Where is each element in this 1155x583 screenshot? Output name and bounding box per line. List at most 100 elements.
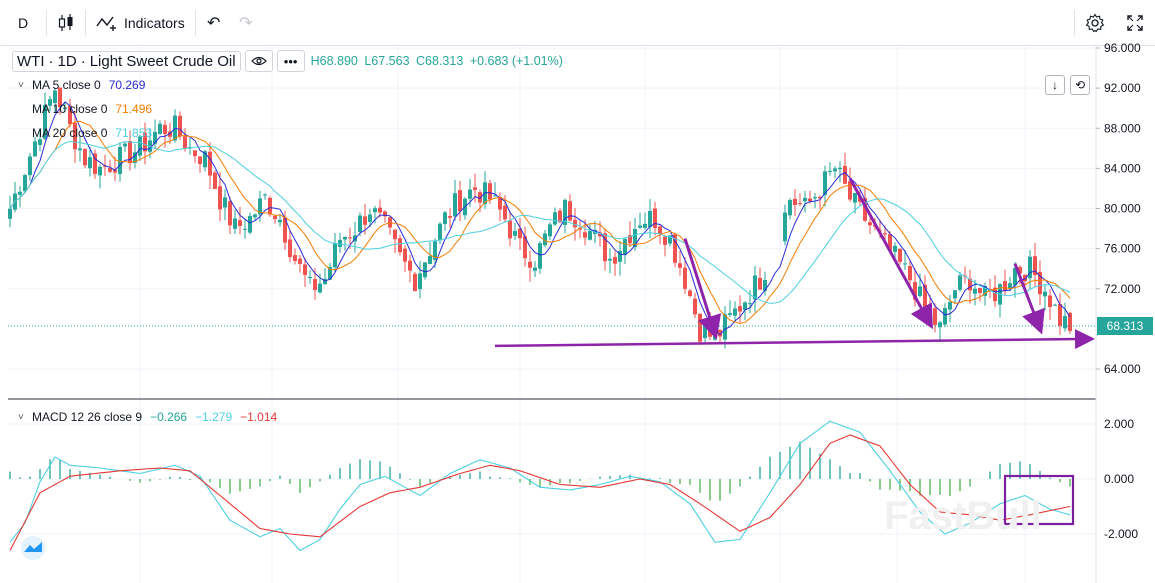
candle-body [1013,267,1017,286]
candle-body [238,220,242,226]
high-value: H68.890 [310,54,358,68]
price-axis-label: 96.000 [1104,41,1141,55]
candle-body [443,212,447,224]
more-icon: ••• [283,53,298,69]
interval-button[interactable]: D [0,0,46,46]
fullscreen-button[interactable] [1115,0,1155,46]
visibility-button[interactable] [244,50,273,72]
candle-body [543,233,547,246]
candle-body [628,235,632,244]
candle-body [473,187,477,190]
symbol-separator: · [48,52,54,70]
more-button[interactable]: ••• [276,50,305,72]
collapse-icon[interactable]: ˅ [18,79,24,91]
candle-body [8,208,12,219]
chart-type-button[interactable] [47,0,85,46]
ma20-legend[interactable]: MA 20 close 0 71.853 [18,124,152,142]
candle-body [88,157,92,169]
candle-body [158,123,162,134]
candle-body [138,136,142,156]
candle-body [633,228,637,247]
candle-body [533,267,537,271]
candle-body [683,267,687,289]
candle-body [118,146,122,174]
candle-body [1063,316,1067,329]
toolbar-divider [194,9,196,36]
candle-body [1033,256,1037,275]
candle-body [903,263,907,265]
candle-body [148,140,152,152]
candle-body [508,220,512,239]
price-axis-label: 92.000 [1104,81,1141,95]
ma10-legend[interactable]: MA 10 close 0 71.496 [18,100,152,118]
candle-body [583,232,587,238]
candle-body [918,286,922,296]
candle-body [273,216,277,220]
candle-body [128,140,132,164]
candle-body [953,290,957,299]
candle-body [833,168,837,172]
candle-body [608,258,612,261]
candle-body [493,195,497,197]
reset-scale-button[interactable]: ⟲ [1070,75,1090,95]
candle-body [838,167,842,170]
candle-body [978,288,982,293]
candle-body [83,149,87,166]
candle-body [763,279,767,291]
candle-body [123,143,127,147]
candle-body [623,238,627,256]
settings-button[interactable] [1075,0,1115,46]
candle-body [538,243,542,269]
macd-legend[interactable]: ˅ MACD 12 26 close 9 −0.266 −1.279 −1.01… [18,408,277,426]
highlight-rectangle [1003,474,1075,526]
ma20-value: 71.853 [115,126,153,140]
candle-body [518,228,522,239]
macd-axis-label: 0.000 [1104,472,1134,486]
candle-body [568,201,572,221]
symbol-info[interactable]: WTI · 1D · Light Sweet Crude Oil [12,50,241,72]
toolbar-divider [1074,9,1075,36]
ma5-legend[interactable]: ˅ MA 5 close 0 70.269 [18,76,145,94]
candle-body [513,230,517,236]
ma10-line [9,120,1071,325]
candle-body [48,99,52,106]
macd-lines [9,420,1071,552]
candle-body [358,215,362,232]
indicators-button[interactable]: Indicators [86,0,195,46]
candle-body [433,241,437,260]
candle-body [213,172,217,190]
candle-body [218,186,222,210]
candle-body [993,287,997,302]
candle-body [398,238,402,253]
indicators-label: Indicators [124,14,185,31]
redo-button[interactable]: ↷ [232,0,260,46]
candle-body [488,183,492,200]
candle-body [23,175,27,192]
candle-body [673,234,677,263]
indicators-icon [96,16,116,31]
candle-body [348,237,352,239]
watermark: FastBull [884,494,1042,538]
collapse-icon[interactable]: ˅ [18,411,24,423]
candle-body [428,256,432,265]
candle-body [693,298,697,315]
candle-body [318,283,322,293]
candle-body [448,216,452,218]
candle-body [288,239,292,258]
candle-body [178,115,182,137]
ma10-label: MA 10 close 0 [32,102,108,116]
candle-body [898,248,902,262]
candle-body [263,194,267,196]
candle-body [613,257,617,264]
candle-body [223,197,227,208]
candle-body [748,303,752,305]
candle-body [788,200,792,216]
candle-body [548,224,552,237]
candle-body [563,199,567,225]
scroll-down-button[interactable]: ↓ [1045,75,1065,95]
undo-button[interactable]: ↶ [196,0,232,46]
candle-body [68,105,72,125]
candle-body [703,325,707,339]
